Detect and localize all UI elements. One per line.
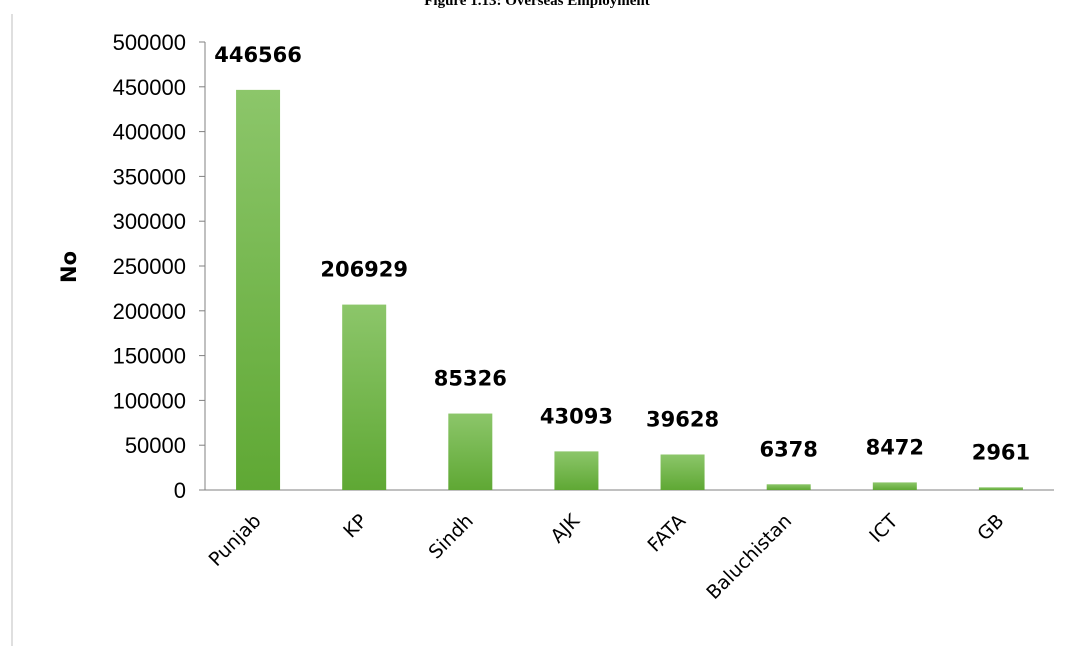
data-labels-group: 446566 206929 85326 43093 39628 6378 8472 2961	[214, 43, 1030, 464]
category-label: GB	[973, 510, 1008, 545]
bar-kp	[342, 304, 387, 490]
y-tick-label: 250000	[113, 254, 186, 279]
category-label: Sindh	[424, 510, 477, 563]
bar-baluchistan	[766, 484, 811, 490]
y-tick-label: 0	[174, 478, 186, 503]
y-tick-label: 150000	[113, 344, 186, 369]
category-label: FATA	[644, 510, 691, 557]
category-labels-group: Punjab KP Sindh AJK FATA Baluchistan ICT GB	[205, 510, 1009, 604]
data-label: 39628	[646, 407, 719, 431]
bars-group	[236, 89, 1023, 490]
y-axis: 0 50000 100000 150000 200000 250000 300000 3500…	[113, 30, 206, 503]
bar-gb	[978, 487, 1023, 490]
category-label: ICT	[865, 510, 902, 547]
bar-sindh	[448, 413, 493, 490]
y-tick-label: 350000	[113, 164, 186, 189]
bar-ajk	[554, 451, 599, 490]
data-label: 206929	[320, 258, 408, 282]
y-tick-label: 400000	[113, 120, 186, 145]
category-label: Punjab	[205, 510, 266, 571]
bar-fata	[660, 454, 705, 490]
data-label: 43093	[540, 404, 613, 428]
data-label: 2961	[972, 440, 1030, 464]
data-label: 6378	[759, 437, 817, 461]
y-tick-label: 200000	[113, 299, 186, 324]
bar-ict	[872, 482, 917, 490]
category-label: AJK	[546, 510, 584, 548]
data-label: 85326	[434, 367, 507, 391]
figure-title: Figure 1.13: Overseas Employment	[424, 0, 650, 9]
category-label: Baluchistan	[702, 510, 796, 604]
y-tick-label: 500000	[113, 30, 186, 55]
y-axis-title: No	[57, 251, 81, 283]
bar-punjab	[236, 89, 281, 490]
y-tick-label: 50000	[125, 433, 186, 458]
y-tick-label: 100000	[113, 388, 186, 413]
category-label: KP	[339, 510, 371, 542]
y-tick-label: 450000	[113, 75, 186, 100]
data-label: 8472	[866, 435, 924, 459]
y-tick-label: 300000	[113, 209, 186, 234]
data-label: 446566	[214, 43, 302, 67]
